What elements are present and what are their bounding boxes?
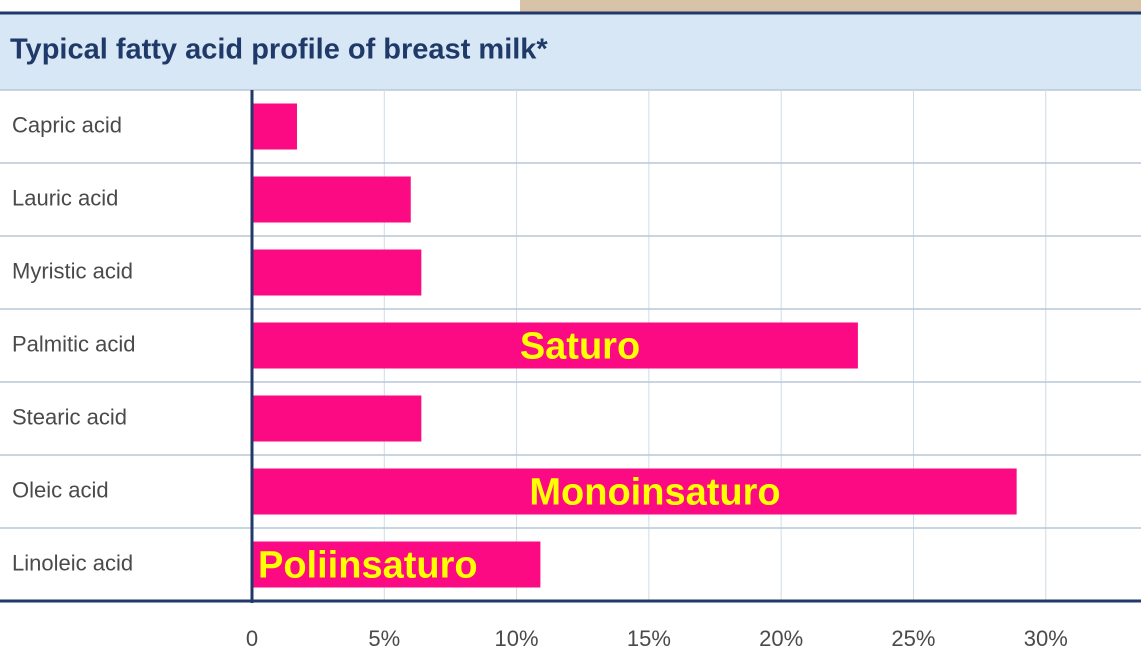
x-tick-label: 30% [1024,626,1068,651]
annotation: Poliinsaturo [258,545,478,587]
bar [252,177,411,223]
x-tick-label: 10% [495,626,539,651]
x-tick-label: 15% [627,626,671,651]
x-tick-label: 5% [368,626,400,651]
x-tick-label: 25% [891,626,935,651]
category-label: Oleic acid [12,477,109,502]
chart-title: Typical fatty acid profile of breast mil… [10,34,548,66]
x-tick-label: 0 [246,626,258,651]
x-tick-label: 20% [759,626,803,651]
photo-strip [520,0,1141,12]
category-label: Myristic acid [12,258,133,283]
category-label: Stearic acid [12,404,127,429]
category-label: Capric acid [12,112,122,137]
annotation: Saturo [520,326,640,368]
category-label: Palmitic acid [12,331,135,356]
bar [252,396,421,442]
category-label: Linoleic acid [12,550,133,575]
chart: Typical fatty acid profile of breast mil… [0,0,1141,659]
bar [252,250,421,296]
bar [252,104,297,150]
category-label: Lauric acid [12,185,118,210]
annotation: Monoinsaturo [529,472,780,514]
